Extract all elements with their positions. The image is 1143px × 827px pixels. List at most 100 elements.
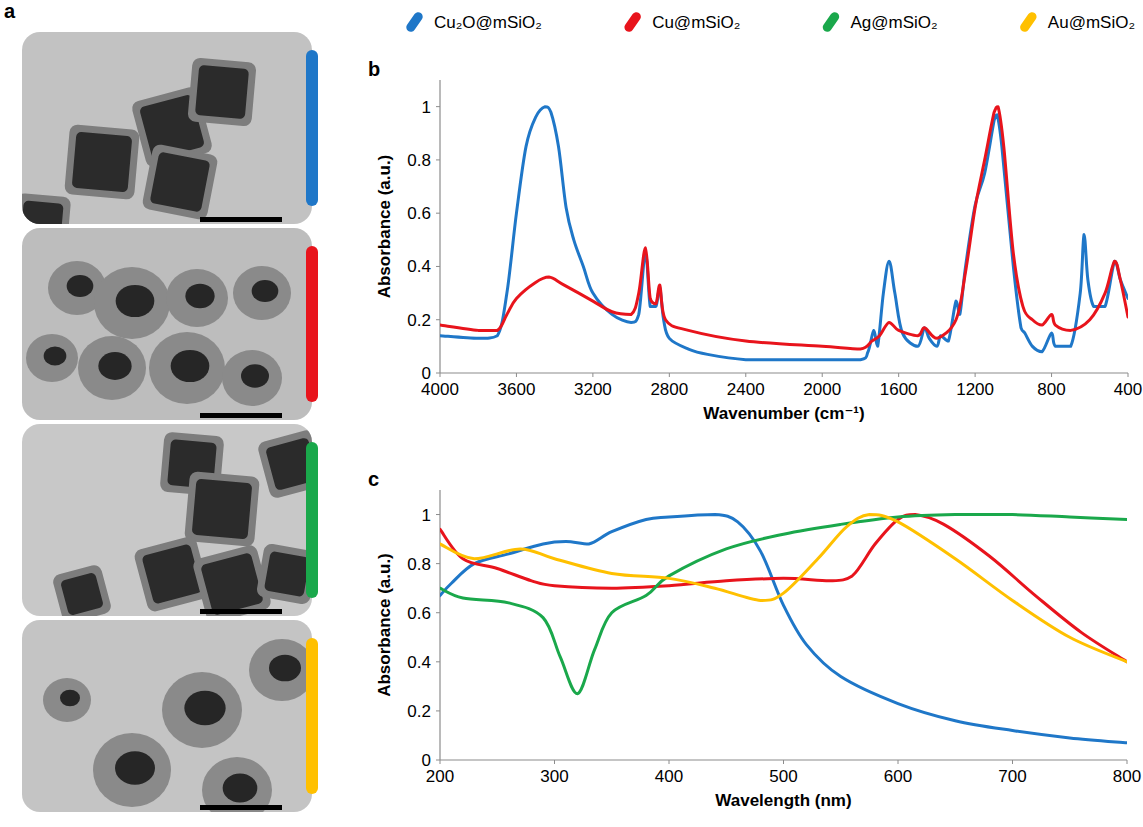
x-tick-label: 700 (998, 767, 1026, 786)
x-tick-label: 200 (426, 767, 454, 786)
y-tick-label: 1 (422, 98, 431, 117)
core (192, 479, 253, 540)
series-line (440, 515, 1127, 694)
y-tick-label: 0.8 (407, 555, 431, 574)
scale-bar (200, 609, 282, 614)
x-tick (669, 760, 670, 764)
shell (149, 332, 225, 404)
x-tick (783, 760, 784, 764)
shell (187, 57, 256, 126)
scale-bar (200, 217, 282, 222)
panel-letter: b (368, 58, 380, 80)
y-axis-title: Absorbance (a.u.) (375, 155, 394, 299)
core (185, 284, 214, 308)
series-line (440, 515, 1127, 662)
series-line (440, 515, 1127, 743)
x-tick (1127, 760, 1128, 764)
core (150, 152, 211, 213)
x-tick-label: 3200 (574, 380, 612, 399)
legend-swatch (623, 10, 643, 33)
legend-label: Ag@mSiO₂ (850, 13, 937, 32)
x-tick (1012, 760, 1013, 764)
chart: 00.20.40.60.8140003600320028002400200016… (368, 58, 1142, 423)
y-axis-title: Absorbance (a.u.) (375, 553, 394, 697)
y-tick (436, 760, 440, 761)
panel-letter: a (4, 0, 16, 22)
image-ground (22, 228, 312, 420)
legend-swatch (1018, 10, 1038, 33)
y-tick-label: 1 (422, 506, 431, 525)
legend-label: Au@mSiO₂ (1048, 13, 1135, 32)
shell (162, 672, 242, 748)
x-tick (898, 760, 899, 764)
panel-letter: c (368, 468, 379, 490)
x-tick (1128, 373, 1129, 377)
x-tick (516, 373, 517, 377)
x-tick (898, 373, 899, 377)
core (195, 65, 249, 119)
x-tick-label: 300 (540, 767, 568, 786)
plot-area (440, 515, 1127, 743)
y-tick (436, 514, 440, 515)
core (72, 132, 133, 193)
core (60, 690, 80, 707)
core (44, 347, 67, 366)
image-ground (22, 32, 312, 224)
core (171, 350, 210, 382)
series-line (440, 515, 1127, 662)
shell (26, 334, 78, 382)
core (67, 275, 94, 297)
core (200, 552, 264, 616)
x-tick-label: 1200 (956, 380, 994, 399)
shell (141, 143, 218, 220)
x-tick (822, 373, 823, 377)
figure: aCu₂O@mSiO₂Cu@mSiO₂Ag@mSiO₂Au@mSiO₂00.20… (0, 0, 1143, 827)
x-tick (440, 760, 441, 764)
core (22, 200, 64, 224)
legend-swatch (405, 10, 425, 33)
series-line (440, 107, 1128, 349)
x-tick-label: 600 (884, 767, 912, 786)
color-bar (306, 50, 318, 206)
y-tick-label: 0.6 (407, 604, 431, 623)
core (264, 551, 310, 597)
y-tick (436, 319, 440, 320)
y-tick-label: 0.6 (407, 204, 431, 223)
y-axis (439, 80, 440, 373)
core (116, 285, 155, 317)
x-tick (440, 373, 441, 377)
x-tick-label: 500 (769, 767, 797, 786)
tem-image (22, 620, 312, 812)
legend-swatch (821, 10, 841, 33)
core (60, 572, 104, 616)
y-tick-label: 0.8 (407, 151, 431, 170)
y-tick-label: 0.4 (407, 653, 431, 672)
shell (249, 639, 312, 701)
x-axis (440, 372, 1128, 373)
shell (233, 266, 291, 320)
x-tick (975, 373, 976, 377)
tem-image (22, 228, 312, 420)
shell (64, 124, 140, 200)
x-axis-title: Wavelength (nm) (715, 791, 851, 810)
core (184, 691, 225, 725)
core (252, 280, 279, 302)
shell (256, 543, 312, 606)
y-tick (436, 661, 440, 662)
x-tick-label: 2400 (727, 380, 765, 399)
x-tick (554, 760, 555, 764)
y-tick-label: 0.2 (407, 311, 431, 330)
shell (184, 471, 260, 547)
core (223, 774, 258, 803)
y-tick (436, 159, 440, 160)
shell (51, 563, 112, 616)
tem-image (22, 424, 312, 616)
core (265, 437, 312, 491)
scale-bar (200, 805, 282, 810)
core (269, 655, 301, 682)
shell (78, 336, 146, 400)
y-tick (436, 373, 440, 374)
x-tick-label: 400 (1114, 380, 1142, 399)
shell (43, 678, 91, 722)
y-tick (436, 563, 440, 564)
